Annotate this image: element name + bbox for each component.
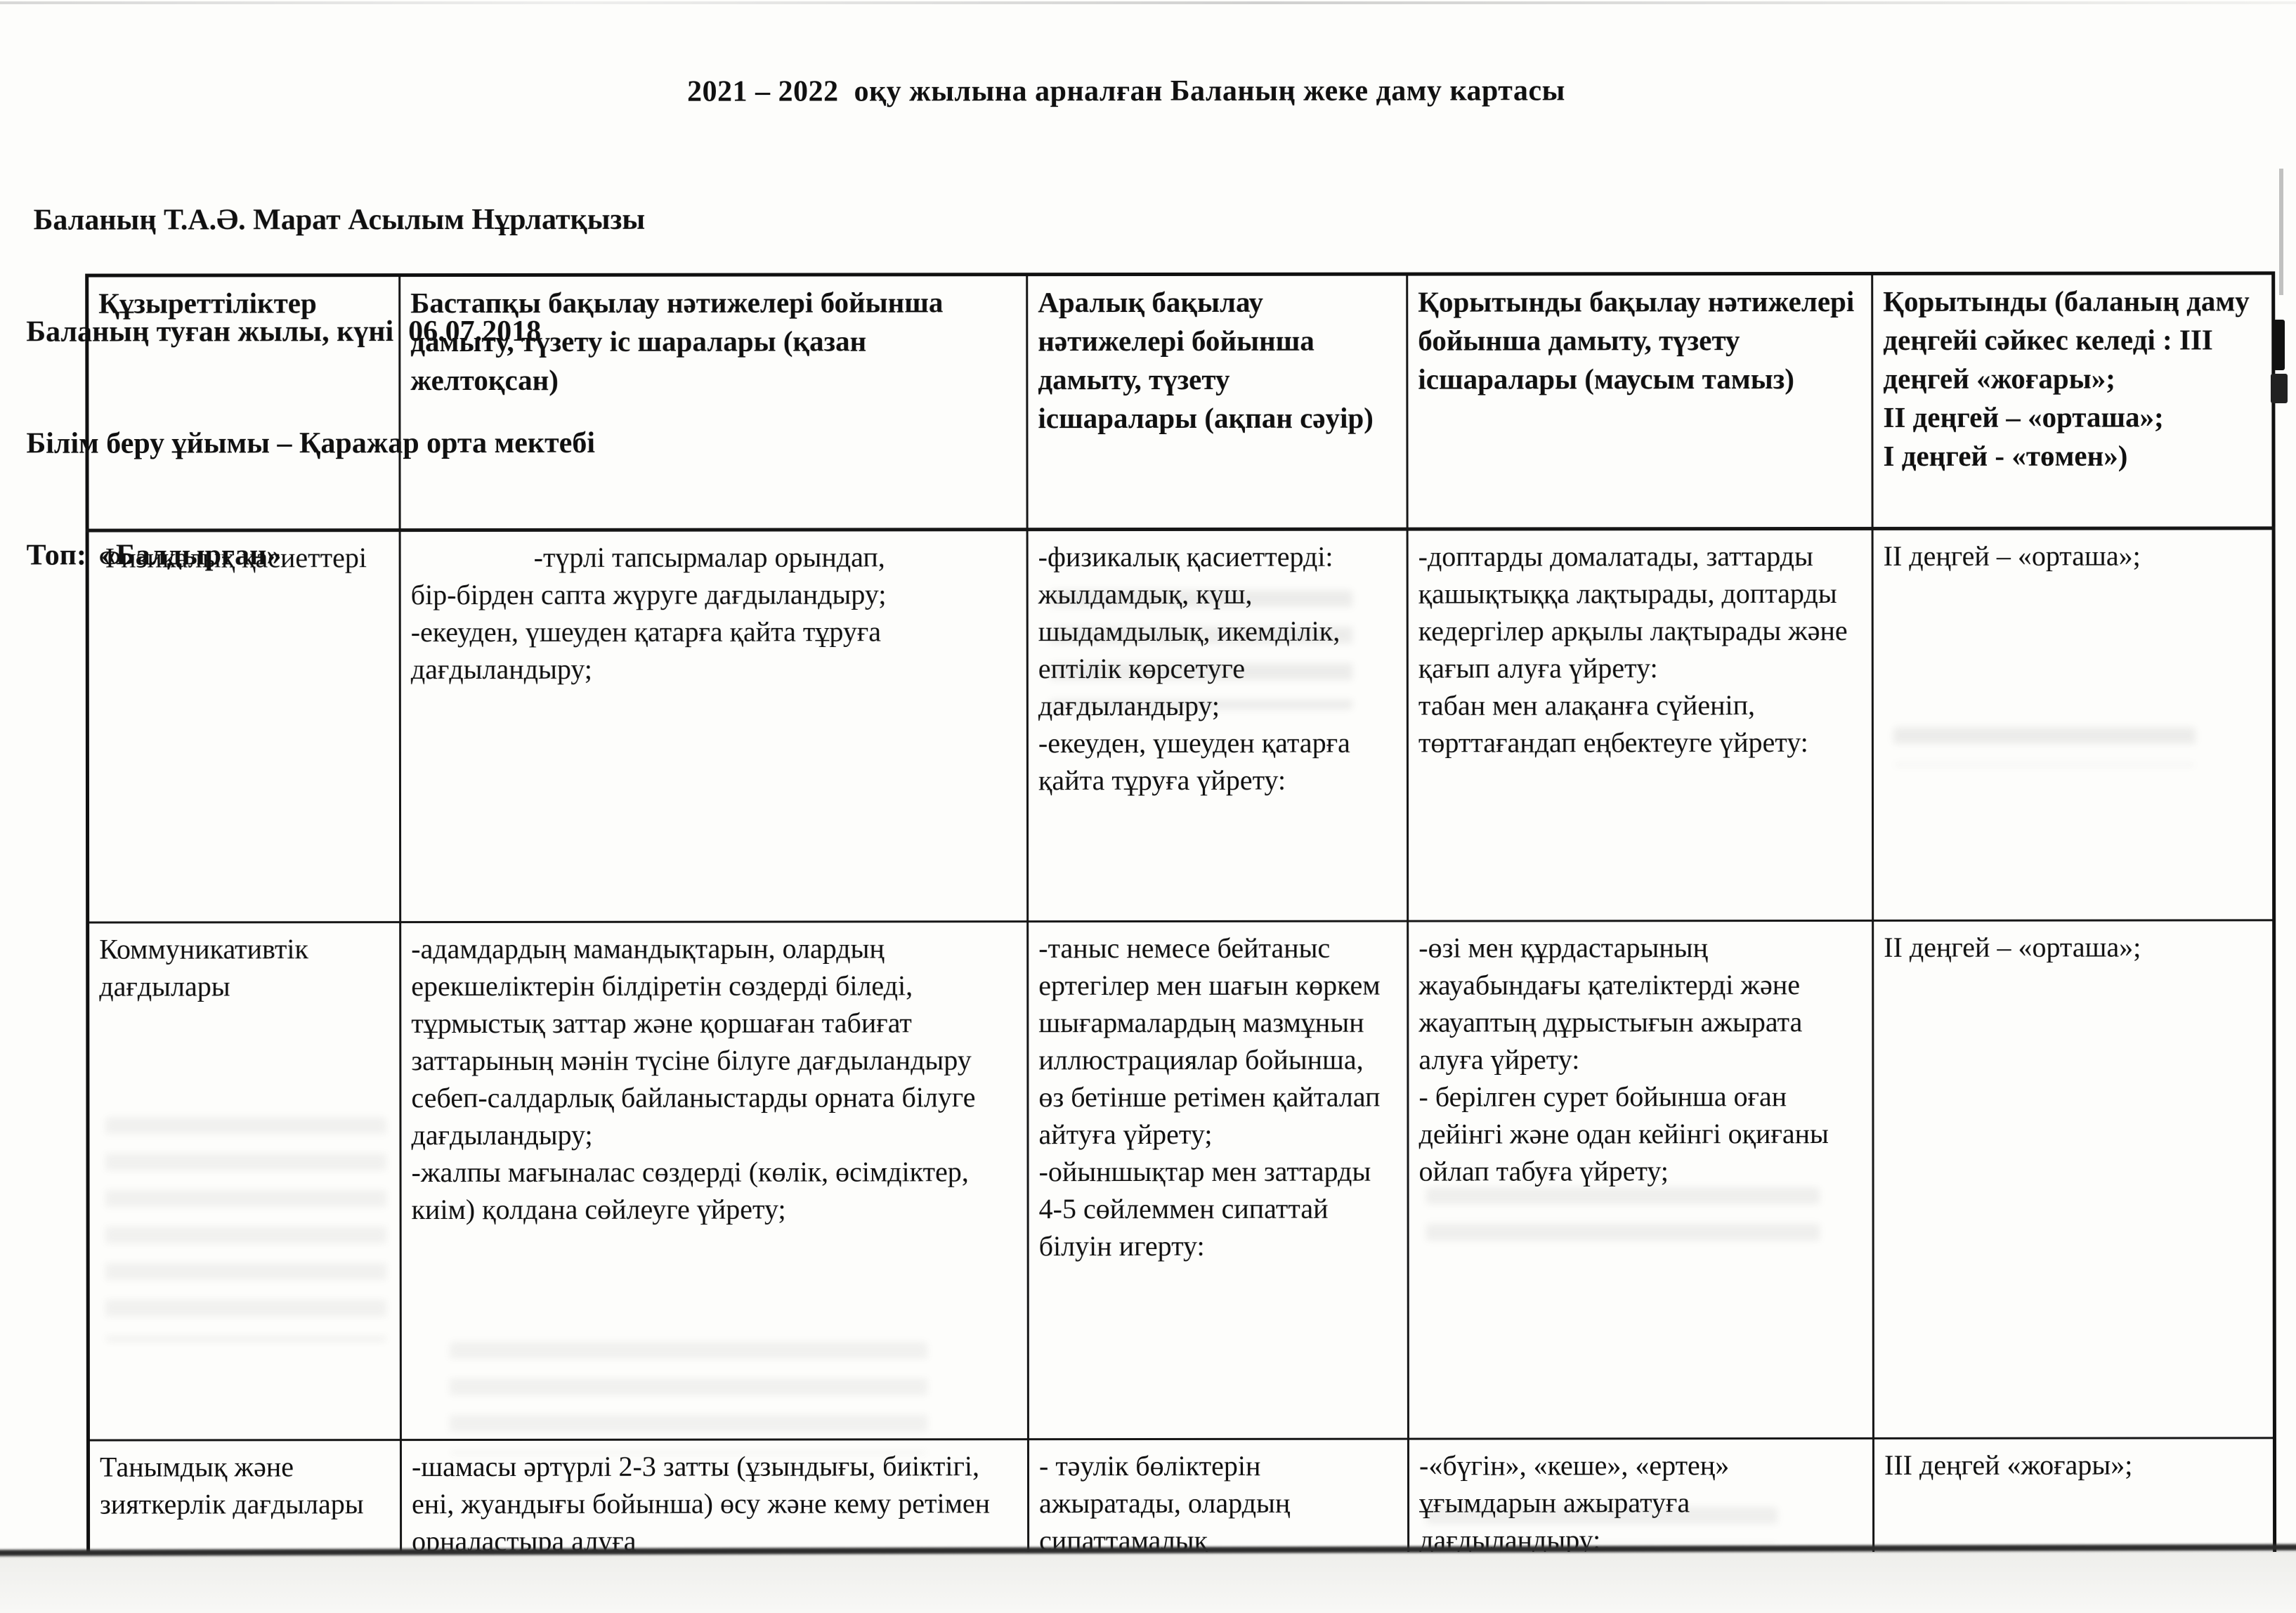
header-initial-observation: Бастапқы бақылау нәтижелері бойынша дамы… (399, 274, 1028, 530)
header-interim-observation: Аралық бақылау нәтижелері бойынша дамыту… (1026, 274, 1408, 530)
table-row-physical: Физикалық қасиеттері -түрлі тапсырмалар … (87, 528, 2274, 923)
cell-interim: -физикалық қасиеттерді: жылдамдық, күш, … (1027, 529, 1408, 922)
cell-initial: -адамдардың мамандықтарын, олардың ерекш… (400, 921, 1029, 1440)
table-row-communicative: Коммуникативтік дағдылары -адамдардың ма… (87, 920, 2275, 1441)
cell-interim: -таныс немесе бейтаныс ертегілер мен шағ… (1027, 921, 1409, 1439)
cell-final: -доптарды домалатады, заттарды қашықтыққ… (1407, 528, 1873, 922)
cell-interim: - тәулік бөліктерін ажыратады, олардың с… (1028, 1439, 1409, 1613)
cell-final: -өзі мен құрдастарының жауабындағы қател… (1407, 920, 1874, 1439)
development-map-table: Құзыреттіліктер Бастапқы бақылау нәтижел… (85, 271, 2277, 1613)
cell-competency: Физикалық қасиеттері (87, 530, 400, 923)
cell-final: -«бүгін», «кеше», «ертең» ұғымдарын ажыр… (1408, 1438, 1874, 1613)
header-conclusion-level: Қорытынды (баланың даму деңгейі сәйкес к… (1872, 273, 2274, 529)
cell-competency: Коммуникативтік дағдылары (87, 922, 401, 1441)
cell-result: II деңгей – «орташа»; (1872, 920, 2275, 1439)
table-header-row: Құзыреттіліктер Бастапқы бақылау нәтижел… (86, 273, 2274, 531)
header-competencies: Құзыреттіліктер (86, 275, 400, 531)
document-title: 2021 – 2022 оқу жылына арналған Баланың … (687, 74, 1565, 108)
cell-result: III деңгей «жоғары»; (1873, 1437, 2275, 1613)
table-row-cognitive: Танымдық және зияткерлік дағдылары -шама… (88, 1437, 2275, 1613)
cell-initial: -шамасы әртүрлі 2-3 затты (ұзындығы, биі… (400, 1439, 1029, 1613)
cell-initial: -түрлі тапсырмалар орындап, бір-бірден с… (400, 529, 1028, 922)
cell-competency: Танымдық және зияткерлік дағдылары (88, 1439, 401, 1613)
student-name-line: Баланың Т.А.Ә. Марат Асылым Нұрлатқызы (26, 203, 646, 237)
header-final-observation: Қорытынды бақылау нәтижелері бойынша дам… (1407, 273, 1873, 530)
cell-result: II деңгей – «орташа»; (1872, 528, 2274, 921)
